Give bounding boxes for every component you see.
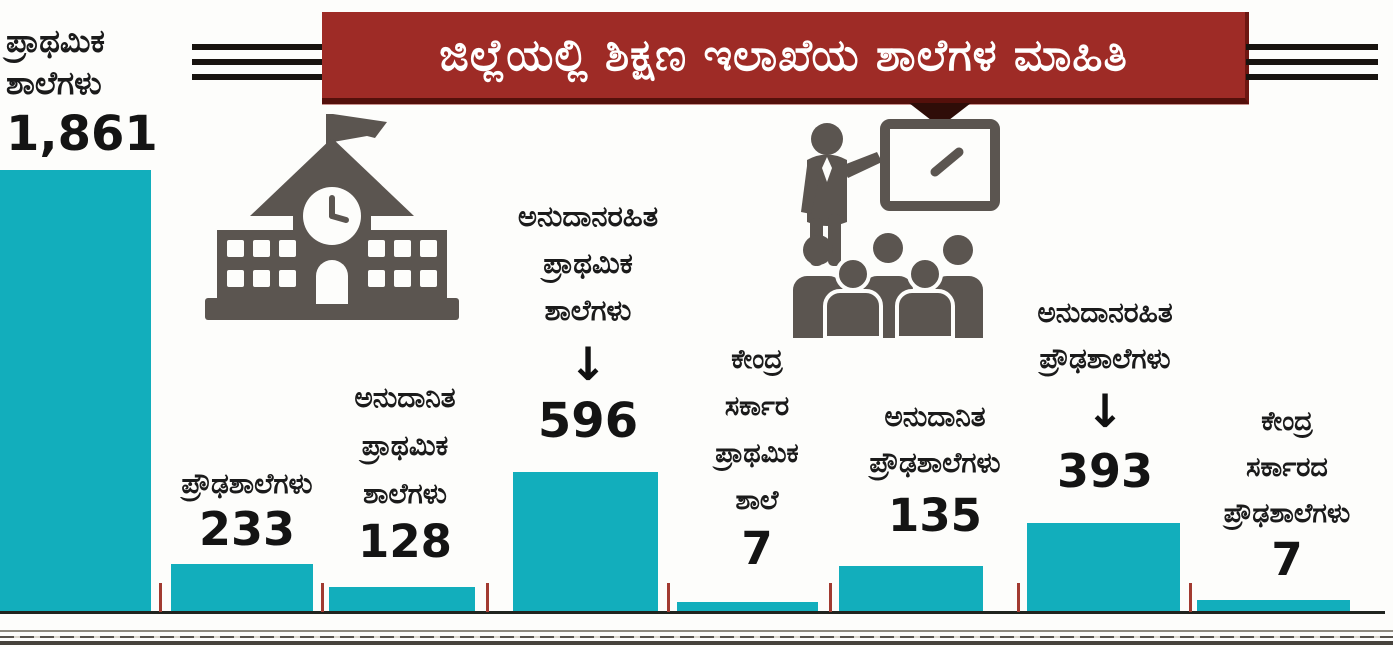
label-line: ಪ್ರೌಢಶಾಲೆಗಳು [1223, 498, 1351, 528]
stripe [1246, 59, 1378, 65]
bar-label-unaided-high-schools: ಅನುದಾನರಹಿತ ಪ್ರೌಢಶಾಲೆಗಳು ↓ 393 [1013, 290, 1197, 496]
label-line: ಕೇಂದ್ರ [731, 344, 783, 374]
label-line: ಅನುದಾನಿತ [354, 382, 456, 413]
bar-label-central-govt-primary-school: ಕೇಂದ್ರ ಸರ್ಕಾರ ಪ್ರಾಥಮಿಕ ಶಾಲೆ 7 [685, 336, 829, 574]
label-line: ಕೇಂದ್ರ [1261, 406, 1313, 436]
bar-label-high-schools: ಪ್ರೌಢಶಾಲೆಗಳು 233 [158, 464, 336, 554]
tick-mark [829, 583, 832, 612]
headline-banner: ಜಿಲ್ಲೆಯಲ್ಲಿ ಶಿಕ್ಷಣ ಇಲಾಖೆಯ ಶಾಲೆಗಳ ಮಾಹಿತಿ [322, 12, 1249, 104]
label-line: ಶಾಲೆಗಳು [363, 478, 447, 509]
bar-high-schools [171, 564, 313, 613]
bottom-rule-thin [0, 630, 1393, 632]
label-line: ಅನುದಾನರಹಿತ [517, 201, 659, 233]
bar-value: 1,861 [6, 106, 158, 162]
tick-mark [486, 583, 489, 612]
bar-central-govt-high-schools [1197, 600, 1350, 613]
tick-mark [1017, 583, 1020, 612]
school-building-icon [205, 114, 459, 320]
bottom-rule-thick [0, 641, 1393, 645]
label-line: ಶಾಲೆ [735, 485, 779, 515]
axis-baseline [0, 611, 1385, 614]
headline-stripes-right [1246, 44, 1378, 84]
tick-mark [667, 583, 670, 612]
label-line: ಸರ್ಕಾರದ [1246, 452, 1328, 482]
stripe [192, 44, 322, 50]
label-line: ಅನುದಾನಿತ [884, 401, 986, 432]
bar-aided-primary-schools [329, 587, 475, 613]
down-arrow-icon: ↓ [568, 337, 608, 391]
stripe [192, 74, 322, 80]
label-line: ಸರ್ಕಾರ [724, 391, 790, 421]
teacher-classroom-icon [793, 119, 1000, 338]
label-line: ಪ್ರೌಢಶಾಲೆಗಳು [181, 468, 313, 499]
bar-value: 233 [198, 502, 296, 556]
bar-label-central-govt-high-schools: ಕೇಂದ್ರ ಸರ್ಕಾರದ ಪ್ರೌಢಶಾಲೆಗಳು 7 [1203, 398, 1371, 584]
down-arrow-icon: ↓ [1085, 384, 1125, 438]
bar-central-govt-primary-school [677, 602, 818, 613]
bar-value: 128 [358, 515, 452, 568]
bar-value: 393 [1056, 444, 1154, 498]
stripe [1246, 44, 1378, 50]
bar-value: 7 [1271, 533, 1303, 586]
bottom-rule-dashed [0, 636, 1393, 638]
label-line: ಪ್ರೌಢಶಾಲೆಗಳು [869, 447, 1001, 478]
bar-value: 7 [741, 522, 773, 575]
tick-mark [1189, 583, 1192, 612]
bar-value: 135 [888, 489, 982, 542]
label-line: ಪ್ರೌಢಶಾಲೆಗಳು [1039, 343, 1171, 374]
label-line: ಪ್ರಾಥಮಿಕ [543, 248, 633, 280]
bar-label-aided-primary-schools: ಅನುದಾನಿತ ಪ್ರಾಥಮಿಕ ಶಾಲೆಗಳು 128 [330, 374, 480, 566]
label-line: ಪ್ರಾಥಮಿಕ [361, 430, 449, 461]
label-line: ಪ್ರಾಥಮಿಕ [6, 23, 105, 59]
stripe [192, 59, 322, 65]
label-line: ಪ್ರಾಥಮಿಕ [715, 438, 799, 468]
page-title: ಜಿಲ್ಲೆಯಲ್ಲಿ ಶಿಕ್ಷಣ ಇಲಾಖೆಯ ಶಾಲೆಗಳ ಮಾಹಿತಿ [439, 29, 1128, 81]
bar-label-primary-schools: ಪ್ರಾಥಮಿಕ ಶಾಲೆಗಳು 1,861 [6, 20, 176, 160]
bar-unaided-primary-schools [513, 472, 658, 613]
bar-aided-high-schools [839, 566, 983, 613]
tick-mark [321, 583, 324, 612]
label-line: ಶಾಲೆಗಳು [6, 65, 102, 101]
label-line: ಶಾಲೆಗಳು [544, 295, 632, 327]
label-line: ಅನುದಾನರಹಿತ [1037, 297, 1173, 328]
bar-primary-schools [0, 170, 151, 613]
bar-unaided-high-schools [1027, 523, 1180, 613]
stripe [1246, 74, 1378, 80]
bar-label-aided-high-schools: ಅನುದಾನಿತ ಪ್ರೌಢಶಾಲೆಗಳು 135 [843, 394, 1027, 540]
headline-stripes-left [192, 44, 322, 84]
bar-value: 596 [537, 393, 639, 449]
bar-label-unaided-primary-schools: ಅನುದಾನರಹಿತ ಪ್ರಾಥಮಿಕ ಶಾಲೆಗಳು ↓ 596 [502, 194, 674, 447]
tick-mark [159, 583, 162, 612]
